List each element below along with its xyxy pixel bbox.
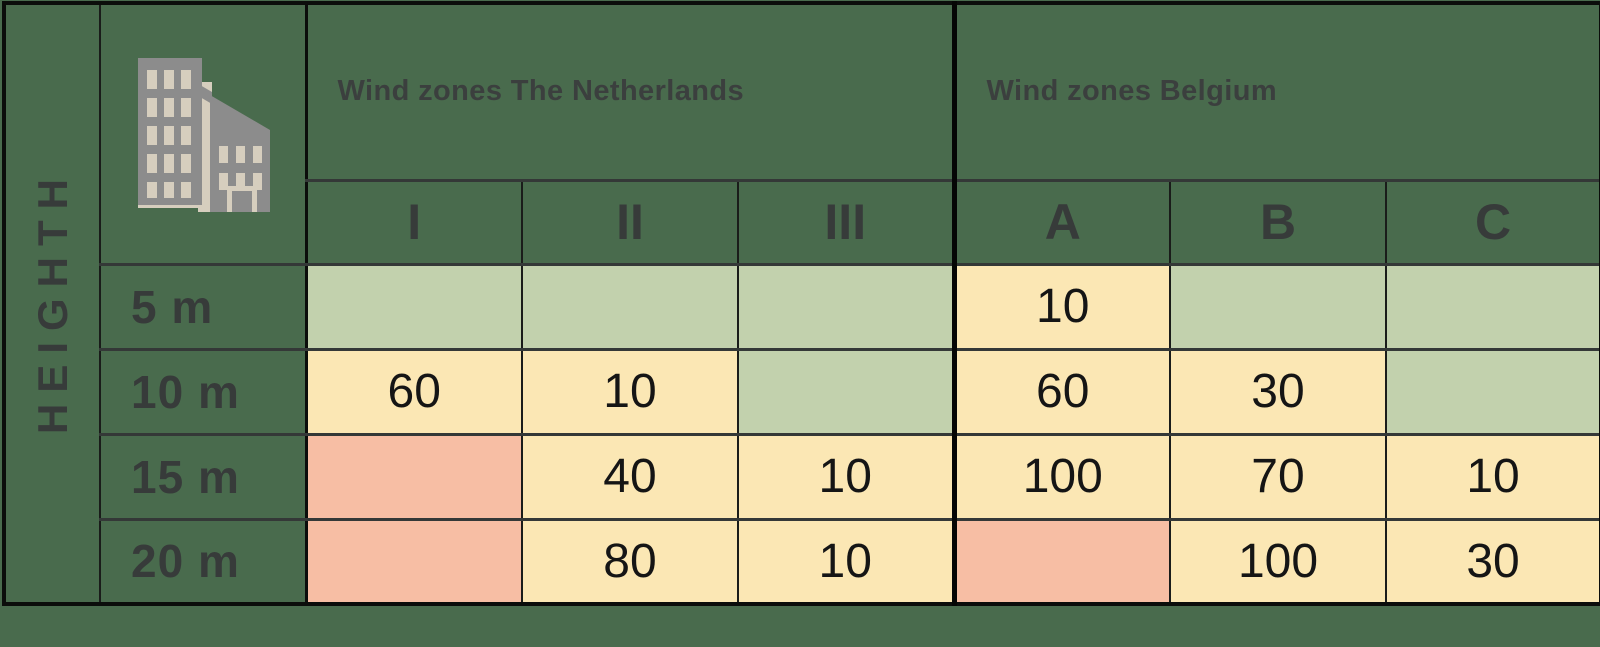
building-icon-cell — [99, 1, 307, 266]
cell-20m-II: 80 — [521, 517, 739, 606]
height-axis-cell: HEIGHTH — [3, 1, 101, 606]
cell-20m-A — [951, 517, 1171, 606]
cell-20m-I — [304, 517, 523, 606]
row-label-10m: 10 m — [99, 347, 307, 436]
cell-10m-B: 30 — [1169, 347, 1387, 436]
cell-10m-C — [1384, 347, 1600, 436]
cell-15m-A: 100 — [951, 432, 1171, 521]
row-label-15m: 15 m — [99, 432, 307, 521]
zone-header-A: A — [951, 178, 1171, 266]
netherlands-title: Wind zones The Netherlands — [304, 1, 955, 182]
zone-header-III: III — [737, 178, 955, 266]
cell-5m-B — [1169, 262, 1387, 351]
cell-10m-II: 10 — [521, 347, 739, 436]
cell-5m-II — [521, 262, 739, 351]
cell-5m-III — [737, 262, 955, 351]
belgium-title: Wind zones Belgium — [951, 1, 1600, 182]
cell-15m-II: 40 — [521, 432, 739, 521]
cell-10m-III — [737, 347, 955, 436]
row-15m: 15 m 40 10 100 70 10 — [4, 432, 1600, 521]
zone-header-I: I — [304, 178, 523, 266]
row-label-5m: 5 m — [99, 262, 307, 351]
cell-15m-I — [304, 432, 523, 521]
zone-header-B: B — [1169, 178, 1387, 266]
cell-15m-B: 70 — [1169, 432, 1387, 521]
cell-15m-C: 10 — [1384, 432, 1600, 521]
row-label-20m: 20 m — [99, 517, 307, 606]
title-row: HEIGHTH — [3, 1, 1600, 606]
zone-header-C: C — [1384, 178, 1600, 266]
cell-10m-I: 60 — [304, 347, 523, 436]
height-axis-label: HEIGHTH — [28, 168, 76, 434]
cell-5m-A: 10 — [951, 262, 1171, 351]
row-20m: 20 m 80 10 100 30 — [4, 517, 1600, 606]
cell-20m-B: 100 — [1169, 517, 1387, 606]
building-icon — [137, 57, 270, 212]
cell-15m-III: 10 — [737, 432, 955, 521]
row-10m: 10 m 60 10 60 30 — [4, 347, 1600, 436]
cell-20m-C: 30 — [1384, 517, 1600, 606]
wind-zones-table: HEIGHTH — [2, 1, 1600, 606]
zone-header-II: II — [521, 178, 739, 266]
cell-10m-A: 60 — [951, 347, 1171, 436]
cell-20m-III: 10 — [737, 517, 955, 606]
cell-5m-C — [1384, 262, 1600, 351]
row-5m: 5 m 10 — [4, 262, 1600, 351]
zone-header-row: I II III A B C — [4, 178, 1600, 266]
cell-5m-I — [304, 262, 523, 351]
